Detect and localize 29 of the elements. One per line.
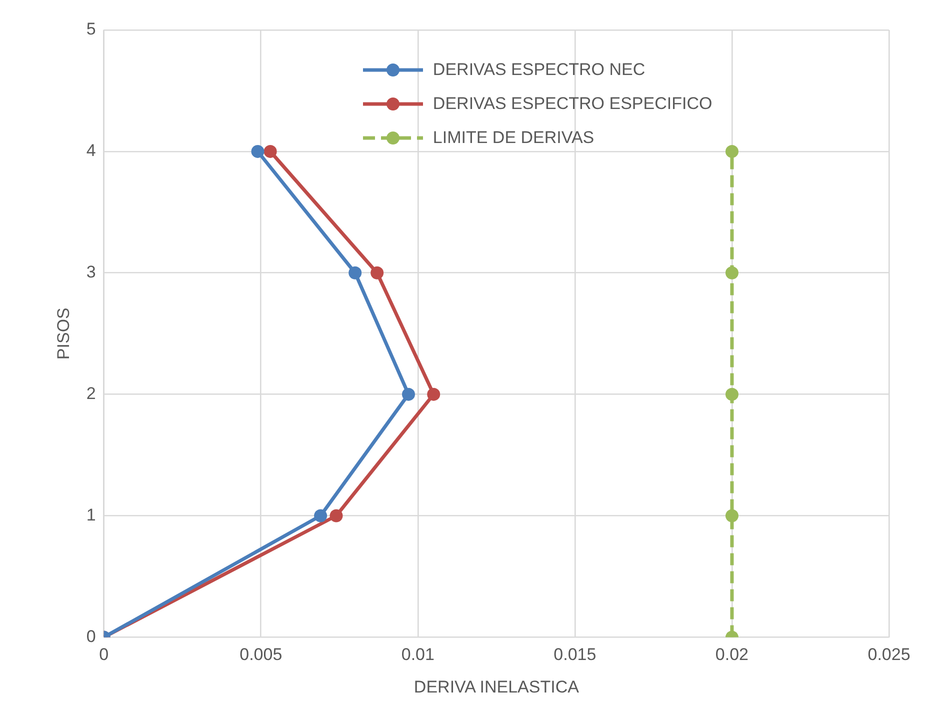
- point: [370, 266, 384, 280]
- point: [330, 509, 343, 522]
- legend-label: DERIVAS ESPECTRO ESPECIFICO: [432, 94, 712, 114]
- y-tick-label: 3: [86, 262, 96, 282]
- x-axis-title: DERIVA INELASTICA: [414, 677, 580, 696]
- legend-label: DERIVAS ESPECTRO NEC: [432, 60, 646, 80]
- x-tick-label: 0.015: [554, 645, 596, 664]
- point: [264, 144, 277, 158]
- point: [725, 509, 738, 522]
- x-tick-label: 0.005: [240, 645, 282, 664]
- point: [427, 388, 440, 401]
- y-tick-label: 1: [86, 505, 96, 524]
- y-axis-title: PISOS: [54, 308, 73, 360]
- legend-label: LIMITE DE DERIVAS: [432, 128, 594, 148]
- point: [251, 144, 264, 158]
- point: [725, 144, 738, 158]
- y-tick-label: 5: [86, 20, 96, 39]
- x-tick-label: 0: [99, 645, 109, 664]
- x-tick-label: 0.02: [715, 645, 749, 664]
- y-tick-label: 2: [86, 384, 96, 404]
- point: [402, 388, 415, 401]
- y-tick-label: 4: [86, 141, 96, 160]
- y-tick-label: 0: [86, 626, 96, 646]
- point: [725, 266, 738, 280]
- point: [348, 266, 362, 280]
- x-tick-label: 0.01: [401, 645, 434, 664]
- point: [725, 388, 738, 401]
- point: [314, 509, 328, 522]
- x-tick-label: 0.025: [868, 645, 910, 664]
